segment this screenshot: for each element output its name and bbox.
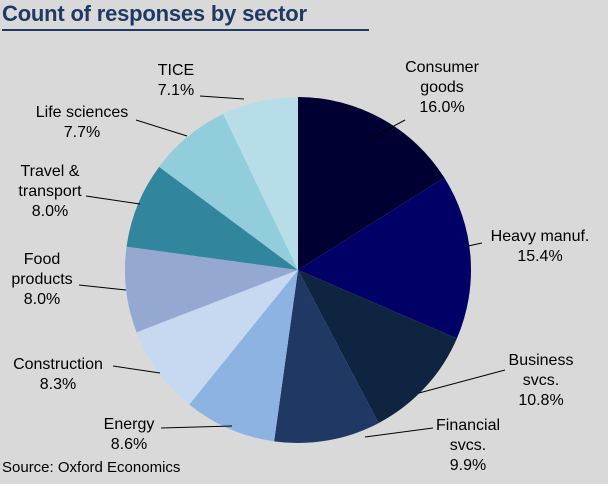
leader-line-business-svcs	[418, 369, 506, 394]
leader-line-heavy-manuf	[467, 242, 483, 247]
leader-line-food-products	[78, 284, 127, 291]
slice-label-business-svcs: Business svcs. 10.8%	[509, 352, 574, 409]
leader-line-consumer-goods	[367, 119, 406, 141]
slice-label-heavy-manuf: Heavy manuf. 15.4%	[491, 228, 590, 265]
pie-slice-energy	[189, 270, 298, 442]
pie-slice-consumer-goods	[298, 96, 445, 270]
slice-label-travel-transport: Travel & transport 8.0%	[18, 163, 82, 220]
pie-slice-business-svcs	[298, 270, 457, 424]
leader-line-tice	[199, 95, 245, 100]
slice-label-financial-svcs: Financial svcs. 9.9%	[436, 417, 500, 474]
pie-slice-tice	[223, 97, 298, 270]
pie-slice-financial-svcs	[274, 270, 379, 443]
pie-slice-life-sciences	[159, 114, 298, 270]
slice-label-life-sciences: Life sciences 7.7%	[36, 104, 129, 141]
pie-slice-food-products	[124, 246, 299, 333]
slice-label-food-products: Food products 8.0%	[11, 251, 72, 308]
slice-label-tice: TICE 7.1%	[158, 62, 194, 99]
leader-line-energy	[160, 425, 233, 429]
chart-title: Count of responses by sector	[2, 1, 307, 26]
leader-line-life-sciences	[135, 119, 188, 137]
title-underline	[2, 29, 369, 31]
source-note: Source: Oxford Economics	[2, 459, 181, 476]
leader-line-financial-svcs	[364, 427, 434, 438]
pie-slice-travel-transport	[126, 166, 298, 270]
leader-line-travel-transport	[85, 195, 141, 205]
slice-label-energy: Energy 8.6%	[104, 416, 155, 453]
pie-slice-heavy-manuf	[298, 177, 472, 339]
pie-slice-construction	[136, 270, 298, 405]
slice-label-construction: Construction 8.3%	[13, 356, 103, 393]
slice-label-consumer-goods: Consumer goods 16.0%	[405, 59, 479, 116]
leader-line-construction	[112, 365, 161, 374]
